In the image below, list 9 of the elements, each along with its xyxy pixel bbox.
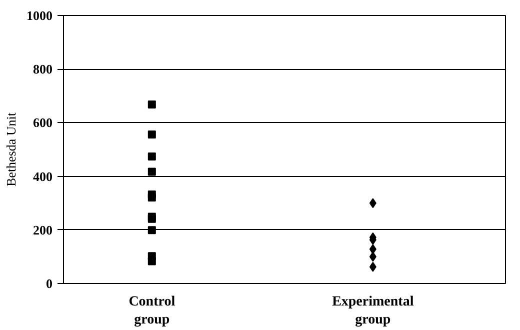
y-tick-label: 200 (33, 222, 52, 238)
x-tick-label: Control group (128, 294, 176, 328)
y-tick-label: 400 (33, 168, 52, 184)
y-axis-title: Bethesda Unit (4, 112, 18, 187)
y-tick-label: 600 (33, 115, 52, 130)
y-tick-label: 0 (46, 276, 52, 291)
y-tick-label: 1000 (26, 8, 52, 23)
x-tick-label: Experimental group (332, 294, 414, 328)
y-tick-label: 800 (33, 62, 52, 77)
